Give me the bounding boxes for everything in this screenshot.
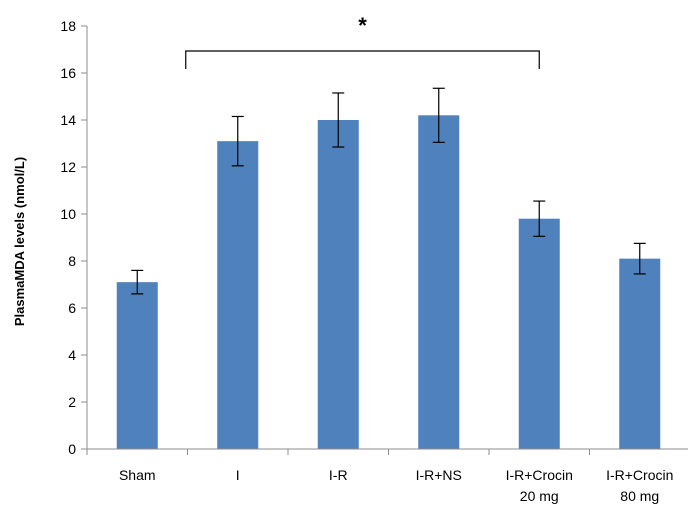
bar — [518, 218, 560, 449]
bars — [116, 115, 661, 450]
y-axis-label: PlasmaMDA levels (nmol/L) — [12, 157, 27, 326]
y-tick-label: 16 — [60, 65, 76, 81]
y-tick-label: 4 — [68, 347, 76, 363]
y-tick-label: 0 — [68, 441, 76, 457]
significance-bracket — [185, 50, 540, 69]
significance-annotation: * — [185, 13, 540, 69]
y-tick-label: 2 — [68, 394, 76, 410]
bar — [217, 141, 259, 449]
bar — [619, 258, 661, 449]
x-axis: Sham I I-R I-R+NS I-R+Crocin 20 mg I-R+Crocin 8… — [86, 448, 688, 504]
x-tick-label: I-R — [329, 467, 348, 483]
error-bars — [131, 87, 646, 295]
y-tick-label: 12 — [60, 159, 76, 175]
x-tick-label: I-R+Crocin 20 mg — [506, 467, 573, 504]
y-tick-label: 14 — [60, 112, 76, 128]
bar — [317, 120, 359, 449]
x-tick-label: I-R+NS — [416, 467, 462, 483]
x-tick-label: I-R+Crocin 80 mg — [606, 467, 673, 504]
bar — [116, 282, 158, 449]
y-tick-label: 10 — [60, 206, 76, 222]
y-tick-label: 18 — [60, 18, 76, 34]
x-tick-label: I — [236, 467, 240, 483]
significance-star: * — [358, 13, 367, 38]
y-tick-label: 6 — [68, 300, 76, 316]
y-tick-label: 8 — [68, 253, 76, 269]
y-axis: 0 2 4 6 8 10 12 14 16 18 — [60, 18, 88, 457]
x-tick-label: Sham — [119, 467, 156, 483]
bar — [418, 115, 460, 450]
